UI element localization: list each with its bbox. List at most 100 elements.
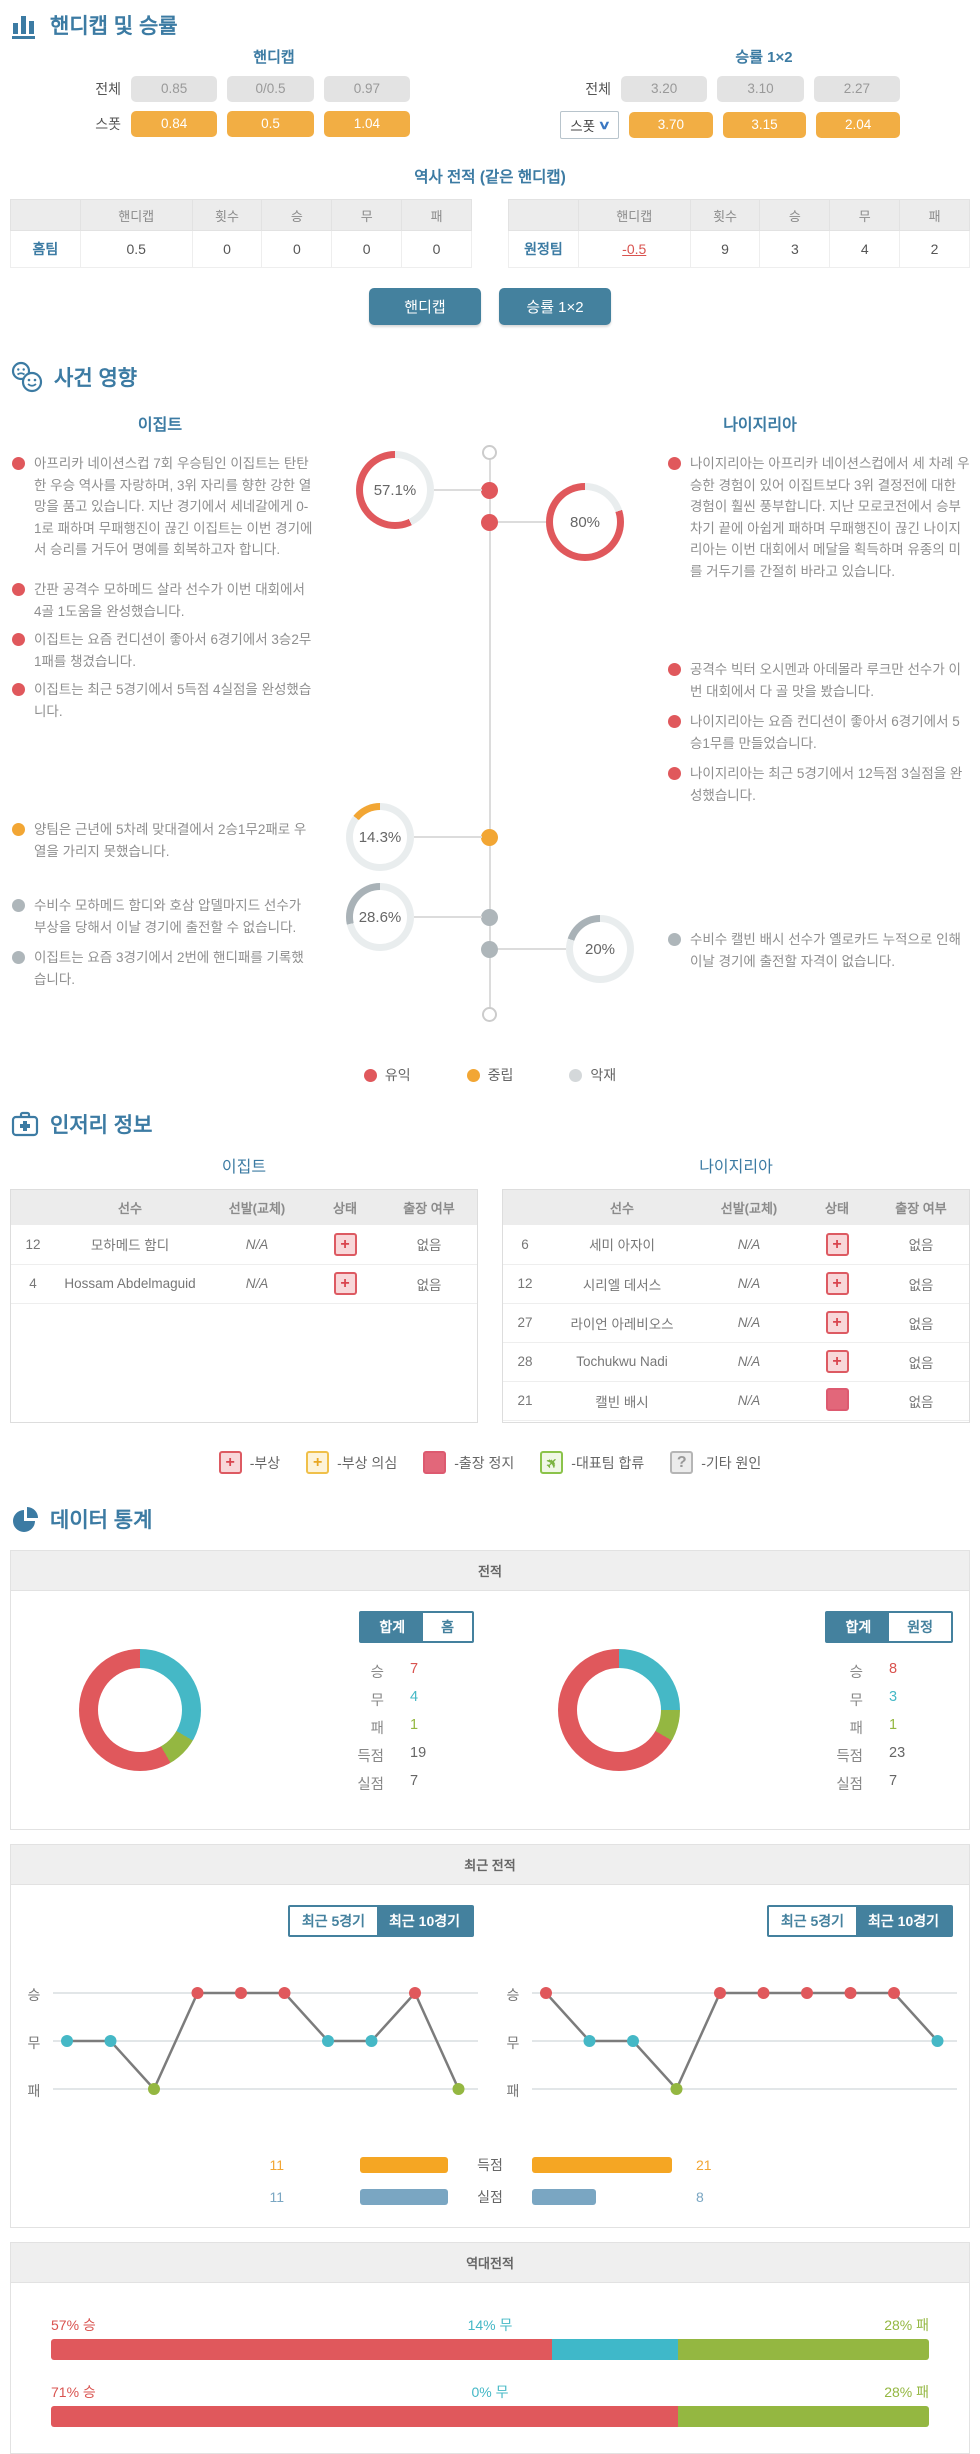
event-bullet: 이집트는 최근 5경기에서 5득점 4실점을 완성했습니다. — [12, 679, 314, 722]
odds-pill: 0.84 — [131, 111, 218, 137]
col-header: 무 — [829, 199, 901, 231]
record-donut-home — [79, 1649, 201, 1771]
event-bullet: 아프리카 네이션스컵 7회 우승팀인 이집트는 탄탄한 우승 역사를 자랑하며,… — [12, 453, 314, 561]
status-injury-icon: + — [333, 1272, 357, 1295]
status-injury-icon: + — [333, 1232, 357, 1256]
away-conceded-bar — [532, 2189, 596, 2205]
odds-pill: 0.97 — [323, 76, 410, 102]
event-bullet: 양팀은 근년에 5차례 맞대결에서 2승1무2패로 우열을 가리지 못했습니다. — [12, 819, 314, 862]
history-title: 역사 전적 (같은 핸디캡) — [414, 169, 566, 186]
col-header: 핸디캡 — [79, 199, 193, 231]
col-header: 승 — [759, 199, 831, 231]
status-injury-icon: + — [825, 1272, 849, 1295]
timeline-dot — [481, 941, 498, 958]
event-bullet: 이집트는 요즘 3경기에서 2번에 핸디패를 기록했습니다. — [12, 947, 314, 990]
toggle-last10[interactable]: 최근 10경기 — [377, 1907, 472, 1935]
odds-pill: 3.15 — [722, 112, 807, 138]
h2h-panel: 역대전적 57% 승 14% 무 28% 패 71% 승 0% 무 28 — [10, 2242, 970, 2454]
record-away-toggle: 합계 원정 — [825, 1611, 953, 1643]
legend-item: + -부상 의심 — [306, 1451, 397, 1474]
loss-pct-label: 28% 패 — [884, 2384, 929, 2400]
recent-linechart-away: 승 무 패 — [496, 1973, 966, 2123]
odds-grid: 핸디캡 전체 0.85 0/0.5 0.97 스폿 0.84 0.5 1.04 … — [0, 42, 980, 139]
col-header: 패 — [899, 199, 970, 231]
connector-line — [498, 948, 566, 950]
recent-home-half: 최근 5경기 최근 10경기 승 무 패 — [11, 1885, 490, 2137]
timeline-dot — [481, 482, 498, 499]
bullet-dot-icon — [668, 933, 681, 946]
record-panel-header: 전적 — [11, 1551, 969, 1591]
away-handicap[interactable]: -0.5 — [622, 241, 647, 257]
spot-dropdown[interactable]: 스폿 ∨ — [560, 111, 620, 139]
odds-pill: 2.27 — [813, 76, 900, 102]
col-header: 출장 여부 — [873, 1190, 969, 1225]
airplane-icon: ✈ — [540, 1451, 564, 1474]
legend-item: ? -기타 원인 — [670, 1451, 761, 1474]
page-title: 핸디캡 및 승률 — [50, 15, 178, 38]
col-header: 선수 — [55, 1190, 205, 1225]
recent-home-toggle: 최근 5경기 최근 10경기 — [287, 1905, 474, 1937]
legend-item: 중립 — [466, 1065, 513, 1085]
home-count: 0 — [191, 230, 263, 268]
odds-pill: 2.04 — [816, 112, 900, 138]
status-suspended-icon — [825, 1387, 849, 1411]
toggle-away[interactable]: 원정 — [889, 1613, 951, 1641]
gauge-value: 14.3% — [358, 828, 402, 846]
home-win: 0 — [261, 230, 333, 268]
win1x2-button[interactable]: 승률 1×2 — [499, 288, 611, 325]
away-draw: 4 — [829, 230, 901, 268]
gauge-value: 28.6% — [358, 908, 402, 926]
suspended-icon — [423, 1451, 447, 1474]
events-team-titles: 이집트 나이지리아 — [0, 411, 980, 441]
toggle-last5[interactable]: 최근 5경기 — [768, 1907, 857, 1935]
toggle-total[interactable]: 합계 — [827, 1613, 890, 1641]
col-header: 선수 — [547, 1190, 697, 1225]
faces-icon — [11, 361, 43, 393]
col-header: 승 — [261, 199, 333, 231]
table-row: 28 Tochukwu Nadi N/A + 없음 — [503, 1342, 969, 1382]
table-row: 21 캘빈 배시 N/A 없음 — [503, 1381, 969, 1421]
injury-title: 인저리 정보 — [50, 1114, 153, 1137]
bullet-dot-icon — [668, 663, 681, 676]
toggle-last10[interactable]: 최근 10경기 — [856, 1907, 951, 1935]
pie-chart-icon — [13, 1507, 38, 1532]
status-injury-icon: + — [825, 1232, 849, 1256]
odds-pill: 3.70 — [629, 112, 713, 138]
col-header: 횟수 — [689, 199, 761, 231]
win-pct-label: 57% 승 — [51, 2317, 96, 2333]
stats-section-header: 데이터 통계 — [0, 1494, 980, 1536]
bullet-dot-icon — [12, 823, 25, 836]
table-row: 홈팀 0.5 0 0 0 0 — [10, 230, 472, 268]
col-header: 상태 — [801, 1190, 873, 1225]
history-table-home: 핸디캡 횟수 승 무 패 홈팀 0.5 0 0 0 0 — [10, 199, 472, 268]
spot-label: 스폿 — [95, 116, 122, 132]
col-header: 출장 여부 — [381, 1190, 477, 1225]
goals-against-row: 11 실점 8 — [11, 2187, 969, 2207]
toggle-last5[interactable]: 최근 5경기 — [289, 1907, 378, 1935]
injury-table-home: 선수 선발(교체) 상태 출장 여부 12 모하메드 함디 N/A + 없음 4 Ho… — [10, 1189, 478, 1423]
bullet-dot-icon — [668, 457, 681, 470]
col-header: 선발(교체) — [205, 1190, 309, 1225]
loss-segment — [677, 2406, 929, 2427]
status-injury-icon: + — [825, 1350, 849, 1373]
event-bullet: 나이지리아는 요즘 컨디션이 좋아서 6경기에서 5승1무를 만들었습니다. — [668, 711, 970, 754]
home-team-label: 홈팀 — [10, 230, 81, 268]
handicap-button[interactable]: 핸디캡 — [369, 288, 481, 325]
table-row: 원정팀 -0.5 9 3 4 2 — [508, 230, 970, 268]
toggle-total[interactable]: 합계 — [361, 1613, 424, 1641]
home-handicap: 0.5 — [79, 230, 193, 268]
bullet-dot-icon — [12, 457, 25, 470]
injury-grid: 이집트 선수 선발(교체) 상태 출장 여부 12 모하메드 함디 N/A + — [0, 1153, 980, 1423]
connector-line — [414, 836, 482, 838]
odds-pill: 3.10 — [717, 76, 804, 102]
home-conceded-bar — [360, 2189, 448, 2205]
away-team-title: 나이지리아 — [699, 1159, 773, 1176]
influence-gauge: 80% — [546, 483, 624, 561]
injury-table-away: 선수 선발(교체) 상태 출장 여부 6 세미 아자이 N/A + 없음 12 시리엘… — [502, 1189, 970, 1423]
toggle-home[interactable]: 홈 — [423, 1613, 472, 1641]
odds-pill: 3.20 — [621, 76, 708, 102]
history-table-away: 핸디캡 횟수 승 무 패 원정팀 -0.5 9 3 4 2 — [508, 199, 970, 268]
home-team-title: 이집트 — [137, 417, 183, 434]
bullet-dot-icon — [12, 583, 25, 596]
gauge-value: 57.1% — [373, 481, 417, 499]
